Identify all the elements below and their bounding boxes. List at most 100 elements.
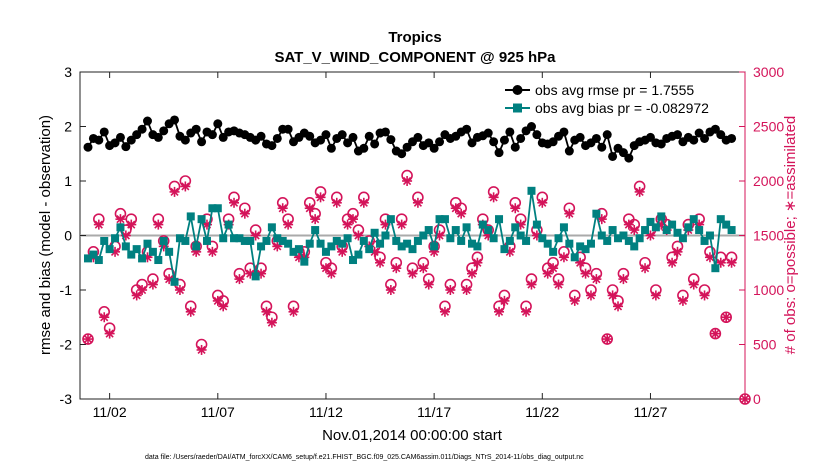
bias-point <box>127 250 136 259</box>
obs-assimilated-point <box>104 328 115 339</box>
rmse-point <box>429 143 439 153</box>
obs-assimilated-point <box>461 285 472 295</box>
rmse-point <box>326 143 336 153</box>
bias-point <box>630 242 639 251</box>
obs-assimilated-point <box>83 334 93 345</box>
y2-tick-label: 1500 <box>753 228 784 244</box>
rmse-point <box>608 151 618 161</box>
bias-point <box>170 277 179 286</box>
bias-point <box>489 234 498 243</box>
rmse-point <box>99 127 109 137</box>
bias-point <box>100 236 109 245</box>
bias-point <box>646 217 655 226</box>
bias-point <box>332 236 341 245</box>
bias-point <box>586 239 595 248</box>
y-axis-left: -3 -2 -1 0 1 2 3 <box>60 64 86 407</box>
rmse-point <box>94 135 104 145</box>
rmse-point <box>364 131 374 141</box>
obs-assimilated-point <box>607 290 618 301</box>
obs-assimilated-point <box>558 252 569 263</box>
bias-point <box>657 212 666 221</box>
bias-point <box>397 242 406 251</box>
bias-point <box>300 257 309 266</box>
obs-assimilated-point <box>169 186 180 197</box>
rmse-point <box>213 119 223 129</box>
bias-point <box>603 236 612 245</box>
obs-assimilated-point <box>699 290 710 301</box>
y-tick-label: 2 <box>64 119 72 135</box>
obs-assimilated-point <box>569 295 580 306</box>
rmse-point <box>121 142 131 152</box>
obs-assimilated-point <box>147 279 158 290</box>
bias-point <box>495 215 504 224</box>
x-tick-label: 11/27 <box>633 404 667 420</box>
rmse-point <box>673 130 683 140</box>
obs-assimilated-point <box>640 263 651 274</box>
x-tick-label: 11/17 <box>417 404 451 420</box>
rmse-point <box>142 116 152 126</box>
x-tick-label: 11/02 <box>93 404 127 420</box>
bias-point <box>576 242 585 251</box>
bias-point <box>224 220 233 229</box>
bias-point <box>143 239 152 248</box>
rmse-point <box>483 128 493 138</box>
bias-point <box>430 242 439 251</box>
y2-tick-label: 0 <box>753 391 761 407</box>
bias-point <box>716 215 725 224</box>
bias-point <box>403 239 412 248</box>
rmse-point <box>207 130 217 140</box>
bias-point <box>84 254 92 263</box>
y-tick-label: 3 <box>64 64 72 80</box>
legend: obs avg rmse pr = 1.7555 obs avg bias pr… <box>505 82 709 116</box>
obs-assimilated-point <box>521 306 532 317</box>
bias-point <box>116 223 125 232</box>
obs-assimilated-point <box>234 274 245 285</box>
obs-assimilated-point <box>391 263 402 274</box>
y2-axis-label: # of obs: o=possible; ∗=assimilated <box>782 116 799 355</box>
obs-assimilated-point <box>153 219 164 230</box>
obs-assimilated-point <box>466 268 477 279</box>
bias-point <box>273 234 282 243</box>
bias-point <box>559 223 568 232</box>
y2-tick-label: 2500 <box>753 119 784 135</box>
bias-point <box>722 220 731 229</box>
bias-point <box>532 220 541 229</box>
obs-assimilated-point <box>229 197 240 208</box>
rmse-point <box>510 142 520 152</box>
bias-point <box>467 239 476 248</box>
bias-point <box>678 234 687 243</box>
bias-point <box>246 236 255 245</box>
bias-point <box>457 236 466 245</box>
obs-assimilated-series <box>83 176 750 404</box>
bias-point <box>435 215 444 224</box>
bias-point <box>673 228 682 237</box>
rmse-point <box>83 142 93 152</box>
rmse-point <box>386 135 396 145</box>
bias-point <box>614 234 623 243</box>
bias-point <box>581 245 590 254</box>
obs-assimilated-point <box>93 219 104 230</box>
bias-point <box>711 264 720 273</box>
bias-point <box>619 231 628 240</box>
rmse-point <box>435 137 445 147</box>
legend-bias-marker <box>513 103 522 113</box>
rmse-point <box>526 122 536 131</box>
rmse-point <box>532 130 542 140</box>
bias-point <box>181 236 190 245</box>
y-axis-right: 0 500 1000 1500 2000 2500 3000 <box>739 64 784 407</box>
obs-assimilated-point <box>580 268 591 279</box>
rmse-point <box>700 133 710 143</box>
obs-assimilated-point <box>526 279 537 290</box>
rmse-point <box>256 131 266 141</box>
bias-point <box>230 234 239 243</box>
obs-assimilated-point <box>196 344 207 355</box>
bias-point <box>321 247 330 256</box>
bias-point <box>132 245 141 254</box>
obs-assimilated-point <box>402 176 413 186</box>
bias-point <box>343 234 352 243</box>
obs-assimilated-point <box>310 214 321 225</box>
rmse-point <box>159 126 169 136</box>
obs-assimilated-point <box>115 214 126 225</box>
bias-point <box>208 204 217 213</box>
bias-point <box>651 223 660 232</box>
